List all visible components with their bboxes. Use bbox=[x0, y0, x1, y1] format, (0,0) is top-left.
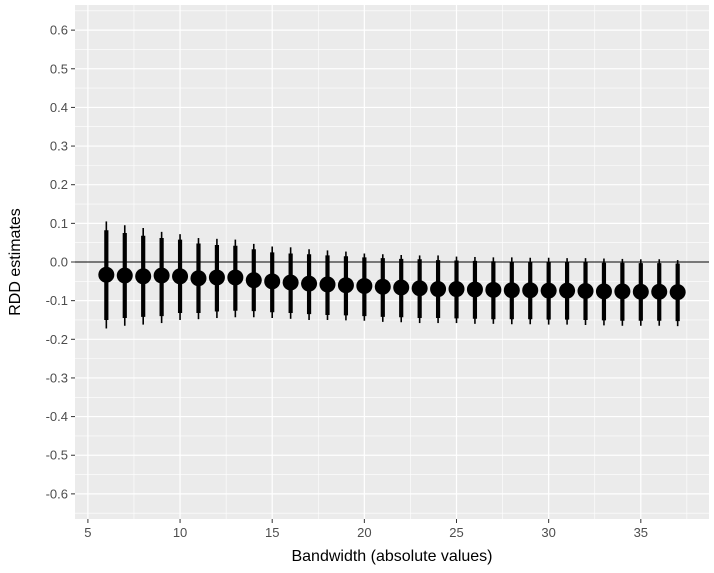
estimate-point bbox=[595, 283, 612, 300]
y-tick-label: 0.6 bbox=[50, 23, 68, 38]
estimate-point bbox=[356, 277, 373, 294]
y-tick-label: 0.3 bbox=[50, 139, 68, 154]
y-tick-label: -0.1 bbox=[46, 293, 68, 308]
y-tick-label: -0.2 bbox=[46, 332, 68, 347]
estimate-point bbox=[559, 282, 576, 299]
estimate-point bbox=[374, 278, 391, 295]
y-tick-label: 0.2 bbox=[50, 177, 68, 192]
estimate-point bbox=[393, 279, 410, 296]
estimate-point bbox=[430, 281, 447, 298]
estimate-point bbox=[669, 284, 686, 301]
y-axis: -0.6 -0.5 -0.4 -0.3 -0.2 -0.1 0.0 0.1 0.2 0.3 0.4 0… bbox=[46, 23, 75, 501]
estimate-point bbox=[337, 277, 354, 294]
estimate-point bbox=[540, 282, 557, 299]
x-tick-label: 5 bbox=[84, 525, 91, 540]
estimate-point bbox=[264, 273, 281, 290]
estimate-point bbox=[245, 272, 262, 289]
estimate-point bbox=[577, 282, 594, 299]
x-tick-label: 20 bbox=[357, 525, 371, 540]
y-axis-title: RDD estimates bbox=[7, 208, 24, 316]
estimate-point bbox=[466, 281, 483, 298]
estimate-point bbox=[448, 281, 465, 298]
x-tick-label: 25 bbox=[449, 525, 463, 540]
x-axis: 5 10 15 20 25 30 35 bbox=[84, 519, 648, 540]
estimate-point bbox=[172, 268, 189, 285]
estimate-point bbox=[503, 282, 520, 299]
estimate-point bbox=[411, 280, 428, 297]
estimate-point bbox=[614, 283, 631, 300]
y-tick-label: -0.4 bbox=[46, 409, 68, 424]
estimate-point bbox=[632, 283, 649, 300]
y-tick-label: -0.6 bbox=[46, 486, 68, 501]
estimate-point bbox=[135, 268, 152, 285]
estimate-point bbox=[301, 275, 318, 292]
estimate-point bbox=[651, 283, 668, 300]
estimate-point bbox=[522, 282, 539, 299]
estimate-point bbox=[282, 274, 299, 291]
estimate-point bbox=[153, 267, 170, 284]
estimate-point bbox=[485, 281, 502, 298]
y-tick-label: 0.0 bbox=[50, 255, 68, 270]
estimate-point bbox=[319, 276, 336, 293]
x-tick-label: 35 bbox=[634, 525, 648, 540]
estimate-point bbox=[116, 267, 133, 284]
x-tick-label: 30 bbox=[541, 525, 555, 540]
estimate-point bbox=[227, 269, 244, 286]
y-tick-label: -0.5 bbox=[46, 448, 68, 463]
x-axis-title: Bandwidth (absolute values) bbox=[291, 548, 492, 565]
estimate-point bbox=[208, 269, 225, 286]
y-tick-label: 0.5 bbox=[50, 61, 68, 76]
y-tick-label: -0.3 bbox=[46, 370, 68, 385]
x-tick-label: 15 bbox=[265, 525, 279, 540]
estimate-point bbox=[190, 270, 207, 287]
estimate-point bbox=[98, 266, 115, 283]
x-tick-label: 10 bbox=[173, 525, 187, 540]
y-tick-label: 0.4 bbox=[50, 100, 68, 115]
minor-gridlines bbox=[75, 5, 709, 519]
estimate-markers bbox=[98, 221, 686, 329]
y-tick-label: 0.1 bbox=[50, 216, 68, 231]
